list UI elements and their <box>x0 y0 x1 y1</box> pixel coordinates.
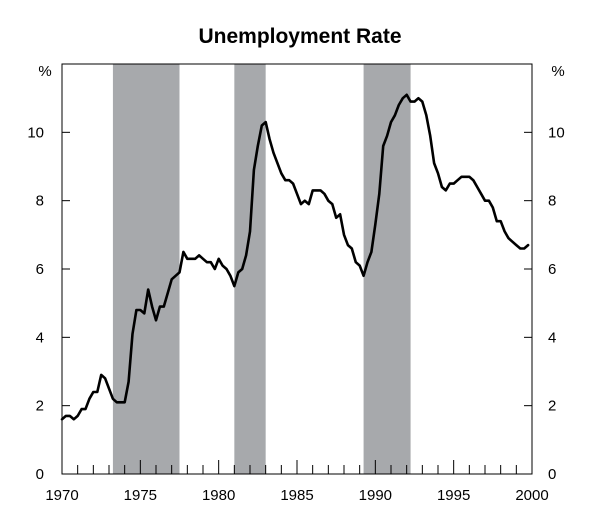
y-tick-label-left: 0 <box>36 466 44 483</box>
y-tick-label-right: 2 <box>548 398 556 415</box>
shaded-period-2 <box>363 64 411 474</box>
y-unit-right: % <box>551 63 564 80</box>
x-tick-label: 1985 <box>280 487 313 504</box>
y-tick-label-right: 10 <box>548 124 565 141</box>
x-tick-label: 1970 <box>45 487 78 504</box>
x-tick-label: 1995 <box>437 487 470 504</box>
x-tick-label: 1980 <box>202 487 235 504</box>
x-tick-label: 2000 <box>515 487 548 504</box>
y-tick-label-left: 6 <box>36 261 44 278</box>
x-axis: 1970 1975 1980 1985 1990 1995 2000 <box>45 460 549 504</box>
y-tick-label-left: 8 <box>36 193 44 210</box>
y-tick-label-right: 4 <box>548 329 556 346</box>
y-tick-label-left: 4 <box>36 329 44 346</box>
x-tick-label: 1990 <box>359 487 392 504</box>
y-tick-label-right: 8 <box>548 193 556 210</box>
y-axis-left: 0 2 4 6 8 10 <box>27 124 70 483</box>
x-tick-label: 1975 <box>124 487 157 504</box>
y-unit-left: % <box>38 63 51 80</box>
y-tick-label-right: 0 <box>548 466 556 483</box>
shaded-period-0 <box>112 64 180 474</box>
y-tick-label-left: 2 <box>36 398 44 415</box>
y-axis-right: 0 2 4 6 8 10 <box>524 124 565 483</box>
y-tick-label-right: 6 <box>548 261 556 278</box>
series-line-unemployment <box>60 93 530 421</box>
y-tick-label-left: 10 <box>27 124 44 141</box>
chart-title: Unemployment Rate <box>198 25 401 48</box>
